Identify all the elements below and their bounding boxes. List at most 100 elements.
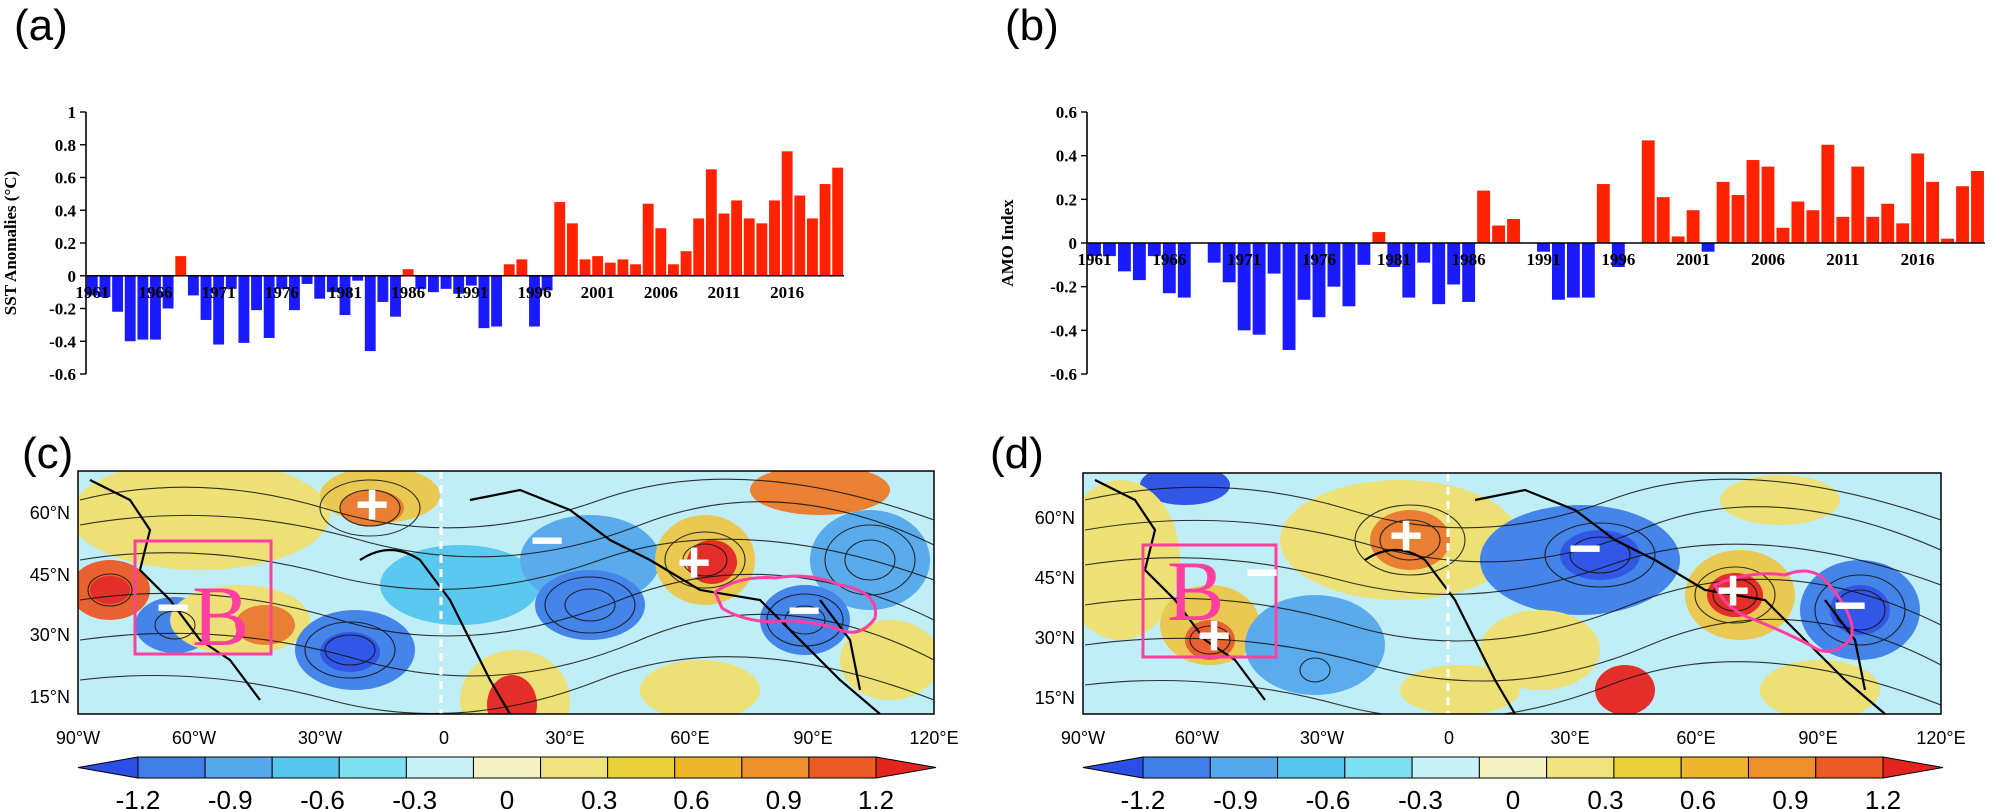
chart-b-xtick-label-2006: 2006 [1751,250,1785,269]
chart-b-xtick-label-2001: 2001 [1676,250,1710,269]
chart-a-bar-1972 [225,275,237,289]
lat-label-c-15: 15°N [30,687,70,707]
chart-b: -0.6 -0.4 -0.2 0 0.2 0.4 0.6 1961 1966 1971 1976 19… [998,103,1985,384]
panel-a-tag: (a) [14,1,68,50]
colorbar-d-label-7: 0.9 [1772,785,1808,809]
marker-d-1: + [1389,503,1423,568]
colorbar-c-label-8: 1.2 [858,785,894,809]
chart-b-bar-1992 [1552,243,1565,300]
marker-c-2: − [530,508,564,573]
chart-b-bar-1983 [1417,243,1431,263]
chart-b-xtick-label-1976: 1976 [1302,250,1336,269]
colorbar-d-end-low [1082,756,1144,779]
chart-b-ytick-label-4: 0.2 [1056,190,1077,209]
colorbar-d-segment-2 [1277,756,1346,779]
tp-outline-d [1713,569,1854,653]
chart-a-xtick-label-1971: 1971 [202,283,236,302]
chart-b-bar-2002 [1701,243,1715,252]
lat-label-c-60: 60°N [30,503,70,523]
chart-a-bar-1975 [263,275,275,338]
colorbar-d-label-4: 0 [1506,785,1520,809]
chart-a-ytick-label-7: 0.8 [55,136,76,155]
chart-a-bar-2011 [718,213,730,276]
chart-a-bar-2008 [680,251,692,276]
colorbar-d-end-high [1882,756,1944,779]
chart-b-bar-2007 [1776,227,1790,243]
chart-b-bar-1974 [1282,243,1296,350]
chart-a-bar-2001 [592,256,604,276]
chart-a-xtick-label-2011: 2011 [707,283,740,302]
chart-a-bar-2012 [731,200,743,276]
marker-d-3: + [1197,603,1231,668]
colorbar-c: -1.2 -0.9 -0.6 -0.3 0 0.3 0.6 0.9 1.2 [77,756,937,809]
colorbar-d-segment-7 [1613,756,1682,779]
chart-b-bar-1994 [1581,243,1595,298]
chart-b-bar-2000 [1671,236,1685,243]
chart-a-bar-2015 [769,200,780,276]
chart-b-xtick-label-1961: 1961 [1077,250,1111,269]
colorbar-c-segment-2 [271,756,340,779]
lon-label-c-2: 30°W [298,728,342,748]
lon-label-d-1: 60°W [1175,728,1219,748]
chart-b-bar-2008 [1791,201,1805,243]
chart-b-bar-1980 [1372,232,1386,243]
chart-a-bar-1989 [440,275,452,289]
chart-a-ytick-label-4: 0.2 [55,234,76,253]
chart-b-xtick-label-1981: 1981 [1377,250,1411,269]
chart-b-bar-1975 [1297,243,1311,300]
colorbar-d-segment-0 [1142,756,1211,779]
chart-a-ytick-label-1: -0.4 [49,332,76,351]
chart-a-bar-2019 [819,184,831,276]
chart-b-bar-1998 [1641,140,1655,243]
chart-a-bar-1999 [566,223,578,276]
colorbar-c-segment-4 [405,756,474,779]
chart-a-ytick-label-2: -0.2 [49,300,76,319]
chart-a-bar-1964 [124,275,136,342]
lon-label-d-6: 90°E [1798,728,1837,748]
chart-a-bar-1985 [390,275,401,317]
colorbar-c-segment-1 [204,756,273,779]
chart-a-bar-2000 [579,259,591,276]
chart-a-bar-1978 [301,275,313,284]
chart-a-bar-1982 [352,275,364,281]
map-d: B + − + − + − 60°N 45°N 30°N 15°N 90°W 6… [1035,472,1966,748]
colorbar-d-label-6: 0.6 [1680,785,1716,809]
chart-a-bar-2010 [705,169,717,276]
chart-b-bar-1982 [1402,243,1416,298]
chart-a-bar-1971 [213,275,225,345]
marker-d-2: − [1568,516,1602,581]
chart-b-bar-1984 [1432,243,1446,305]
chart-b-ytick-label-1: -0.4 [1050,321,1077,340]
chart-a-bar-1981 [339,275,351,316]
chart-a-xtick-label-1991: 1991 [454,283,488,302]
chart-b-bar-2013 [1866,216,1880,243]
chart-a-ytick-label-6: 0.6 [55,169,76,188]
marker-d-4: − [1245,540,1279,605]
colorbar-d-segment-5 [1478,756,1548,779]
chart-a-xtick-label-1996: 1996 [517,283,551,302]
marker-c-4: − [156,575,190,640]
colorbar-c-label-2: -0.6 [300,785,345,809]
panel-d-tag: (d) [990,429,1044,478]
lon-label-c-4: 30°E [545,728,584,748]
chart-b-ytick-label-0: -0.6 [1050,365,1077,384]
chart-a-xtick-label-1961: 1961 [75,283,109,302]
chart-b-bar-2017 [1926,181,1940,243]
chart-a-bar-1997 [541,275,553,291]
colorbar-d-label-2: -0.6 [1306,785,1351,809]
colorbar-d-segment-4 [1411,756,1480,779]
chart-b-bar-1964 [1132,243,1146,281]
chart-a-bar-1974 [251,275,262,311]
colorbar-c-segment-10 [808,756,877,779]
colorbar-d-label-8: 1.2 [1865,785,1901,809]
chart-a-bar-2007 [668,264,679,276]
chart-b-bar-1970 [1222,243,1236,283]
chart-a-bar-2013 [743,218,755,276]
chart-a-bar-1973 [238,275,250,343]
colorbar-c-segment-6 [540,756,609,779]
chart-a-bar-1969 [187,275,199,296]
chart-b-bar-1978 [1342,243,1356,307]
chart-a-ytick-label-0: -0.6 [49,365,76,384]
colorbar-c-end-high [875,756,937,779]
chart-b-bar-2012 [1851,166,1865,243]
